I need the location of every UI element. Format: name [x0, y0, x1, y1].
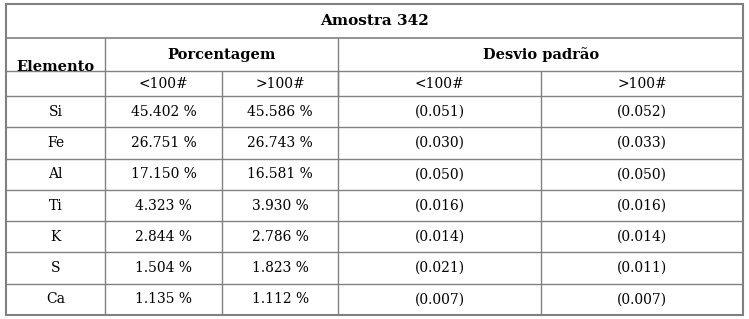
Text: (0.052): (0.052): [617, 105, 667, 119]
Text: (0.050): (0.050): [415, 167, 464, 181]
Text: (0.021): (0.021): [415, 261, 465, 275]
Text: (0.007): (0.007): [617, 292, 667, 306]
Text: 1.112 %: 1.112 %: [252, 292, 309, 306]
Text: (0.014): (0.014): [415, 230, 465, 244]
Text: (0.007): (0.007): [415, 292, 465, 306]
Text: 16.581 %: 16.581 %: [247, 167, 313, 181]
Text: (0.030): (0.030): [415, 136, 464, 150]
Text: Amostra 342: Amostra 342: [320, 14, 429, 28]
Text: 2.786 %: 2.786 %: [252, 230, 309, 244]
Text: >100#: >100#: [255, 77, 305, 91]
Text: K: K: [51, 230, 61, 244]
Text: <100#: <100#: [415, 77, 464, 91]
Text: Al: Al: [49, 167, 63, 181]
Text: 26.751 %: 26.751 %: [131, 136, 196, 150]
Text: 17.150 %: 17.150 %: [131, 167, 197, 181]
Text: (0.016): (0.016): [617, 198, 667, 212]
Text: 1.823 %: 1.823 %: [252, 261, 309, 275]
Text: Ca: Ca: [46, 292, 65, 306]
Text: Ti: Ti: [49, 198, 63, 212]
Text: 2.844 %: 2.844 %: [136, 230, 192, 244]
Text: (0.050): (0.050): [617, 167, 667, 181]
Text: Fe: Fe: [47, 136, 64, 150]
Text: (0.011): (0.011): [617, 261, 667, 275]
Text: S: S: [51, 261, 61, 275]
Text: <100#: <100#: [139, 77, 189, 91]
Text: Si: Si: [49, 105, 63, 119]
Text: (0.033): (0.033): [617, 136, 667, 150]
Text: (0.051): (0.051): [415, 105, 465, 119]
Text: 26.743 %: 26.743 %: [247, 136, 313, 150]
Text: Desvio padrão: Desvio padrão: [482, 47, 598, 62]
Text: Porcentagem: Porcentagem: [168, 48, 276, 62]
Text: 3.930 %: 3.930 %: [252, 198, 309, 212]
Text: (0.016): (0.016): [415, 198, 465, 212]
Text: >100#: >100#: [617, 77, 667, 91]
Text: 45.402 %: 45.402 %: [131, 105, 196, 119]
Text: Elemento: Elemento: [16, 60, 95, 74]
Text: (0.014): (0.014): [617, 230, 667, 244]
Text: 1.504 %: 1.504 %: [136, 261, 192, 275]
Text: 1.135 %: 1.135 %: [136, 292, 192, 306]
Text: 45.586 %: 45.586 %: [247, 105, 313, 119]
Text: 4.323 %: 4.323 %: [136, 198, 192, 212]
